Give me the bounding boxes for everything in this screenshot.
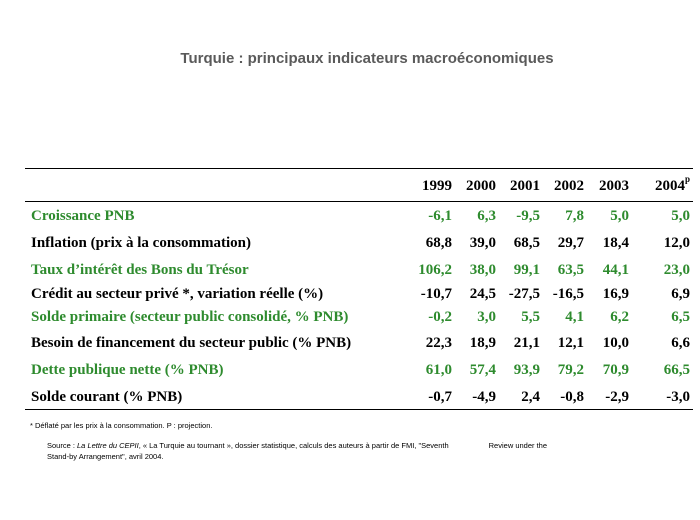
- table-cell: 5,0: [610, 208, 629, 224]
- year-header: 2002: [524, 176, 584, 196]
- table-cell: 4,1: [565, 309, 584, 325]
- table-cell: 18,4: [602, 235, 629, 251]
- table-header-rule: [25, 201, 693, 202]
- year-header: 2001: [480, 176, 540, 196]
- table-cell: 70,9: [602, 362, 629, 378]
- table-row: Crédit au secteur privé *, variation rée…: [0, 283, 700, 305]
- source-note: Source : La Lettre du CEPII, « La Turqui…: [47, 440, 677, 462]
- table-cell: 6,2: [610, 309, 629, 325]
- table-cell: 57,4: [469, 362, 496, 378]
- row-label: Croissance PNB: [31, 208, 135, 224]
- table-row: Solde primaire (secteur public consolidé…: [0, 306, 700, 328]
- table-row: Croissance PNB -6,1 6,3 -9,5 7,8 5,0 5,0: [0, 205, 700, 227]
- table-cell: 63,5: [557, 262, 584, 278]
- table-cell: 6,3: [477, 208, 496, 224]
- table-row: Dette publique nette (% PNB) 61,0 57,4 93,9…: [0, 359, 700, 381]
- year-label: 2002: [554, 178, 584, 194]
- table-cell: 106,2: [418, 262, 452, 278]
- year-label: 1999: [422, 178, 452, 194]
- table-cell: 44,1: [602, 262, 629, 278]
- table-row: Solde courant (% PNB) -0,7 -4,9 2,4 -0,8 -2,9…: [0, 386, 700, 408]
- source-line2: Stand-by Arrangement", avril 2004.: [47, 452, 164, 461]
- table-cell: -10,7: [420, 286, 452, 302]
- table-cell: 24,5: [469, 286, 496, 302]
- table-bottom-rule: [25, 409, 693, 410]
- table-cell: 6,5: [671, 309, 690, 325]
- table-cell: 38,0: [469, 262, 496, 278]
- year-header: 1999: [392, 176, 452, 196]
- table-cell: 23,0: [663, 262, 690, 278]
- footnote: * Déflaté par les prix à la consommation…: [30, 421, 213, 430]
- table-cell: 68,8: [425, 235, 452, 251]
- table-cell: 5,0: [671, 208, 690, 224]
- table-row: Taux d’intérêt des Bons du Trésor 106,2 38…: [0, 259, 700, 281]
- table-cell: 18,9: [469, 335, 496, 351]
- row-label: Dette publique nette (% PNB): [31, 362, 224, 378]
- table-cell: -9,5: [516, 208, 540, 224]
- table-cell: 10,0: [602, 335, 629, 351]
- year-label: 2003: [599, 178, 629, 194]
- table-top-rule: [25, 168, 693, 169]
- row-label: Solde primaire (secteur public consolidé…: [31, 309, 349, 325]
- source-publication: La Lettre du CEPII: [77, 441, 139, 450]
- table-cell: -2,9: [605, 389, 629, 405]
- row-label: Inflation (prix à la consommation): [31, 235, 252, 251]
- table-cell: -0,8: [560, 389, 584, 405]
- table-cell: 6,6: [671, 335, 690, 351]
- table-cell: -3,0: [666, 389, 690, 405]
- table-cell: 12,1: [557, 335, 584, 351]
- table-cell: 39,0: [469, 235, 496, 251]
- source-text-tail: Review under the: [488, 441, 548, 450]
- table-cell: 3,0: [477, 309, 496, 325]
- table-cell: 6,9: [671, 286, 690, 302]
- row-label: Crédit au secteur privé *, variation rée…: [31, 286, 324, 302]
- table-cell: 5,5: [521, 309, 540, 325]
- table-cell: 68,5: [513, 235, 540, 251]
- year-header: 2003: [569, 176, 629, 196]
- year-superscript: p: [684, 174, 690, 184]
- table-cell: 7,8: [565, 208, 584, 224]
- year-header: 2000: [436, 176, 496, 196]
- table-cell: 29,7: [557, 235, 584, 251]
- source-prefix: Source :: [47, 441, 78, 450]
- year-label: 2000: [466, 178, 496, 194]
- table-cell: 12,0: [663, 235, 690, 251]
- table-cell: 61,0: [425, 362, 452, 378]
- table-cell: -0,7: [428, 389, 452, 405]
- table-cell: 2,4: [521, 389, 540, 405]
- table-cell: 66,5: [663, 362, 690, 378]
- table-row: Inflation (prix à la consommation) 68,8 39…: [0, 232, 700, 254]
- table-cell: 93,9: [513, 362, 540, 378]
- row-label: Solde courant (% PNB): [31, 389, 183, 405]
- row-label: Taux d’intérêt des Bons du Trésor: [31, 262, 249, 278]
- year-header: 2004p: [630, 174, 690, 196]
- source-text: , « La Turquie au tournant », dossier st…: [138, 441, 449, 450]
- table-cell: 16,9: [602, 286, 629, 302]
- table-cell: -4,9: [472, 389, 496, 405]
- table-cell: -6,1: [428, 208, 452, 224]
- table-cell: 99,1: [513, 262, 540, 278]
- page-title: Turquie : principaux indicateurs macroéc…: [180, 50, 554, 67]
- table-cell: -27,5: [508, 286, 540, 302]
- row-label: Besoin de financement du secteur public …: [31, 335, 352, 351]
- table-cell: 79,2: [557, 362, 584, 378]
- table-cell: -0,2: [428, 309, 452, 325]
- table-cell: 22,3: [425, 335, 452, 351]
- year-label: 2001: [510, 178, 540, 194]
- year-label: 2004: [654, 178, 685, 194]
- table-cell: -16,5: [552, 286, 584, 302]
- table-row: Besoin de financement du secteur public …: [0, 332, 700, 354]
- table-cell: 21,1: [513, 335, 540, 351]
